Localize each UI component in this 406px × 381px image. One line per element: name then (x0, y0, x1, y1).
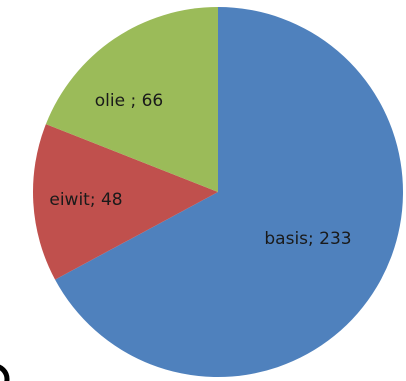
pie-slices (32, 7, 404, 377)
slice-label-olie: olie ; 66 (95, 91, 163, 111)
pie-slice-eiwit (32, 124, 218, 280)
pie-labels: basis; 233 eiwit; 48 olie ; 66 (49, 91, 351, 249)
slice-label-eiwit: eiwit; 48 (49, 190, 122, 210)
slice-label-basis: basis; 233 (264, 229, 351, 249)
pie-slice-olie (45, 7, 218, 192)
pie-slice-basis (55, 7, 404, 377)
cut-off-edge-mark (0, 364, 10, 381)
